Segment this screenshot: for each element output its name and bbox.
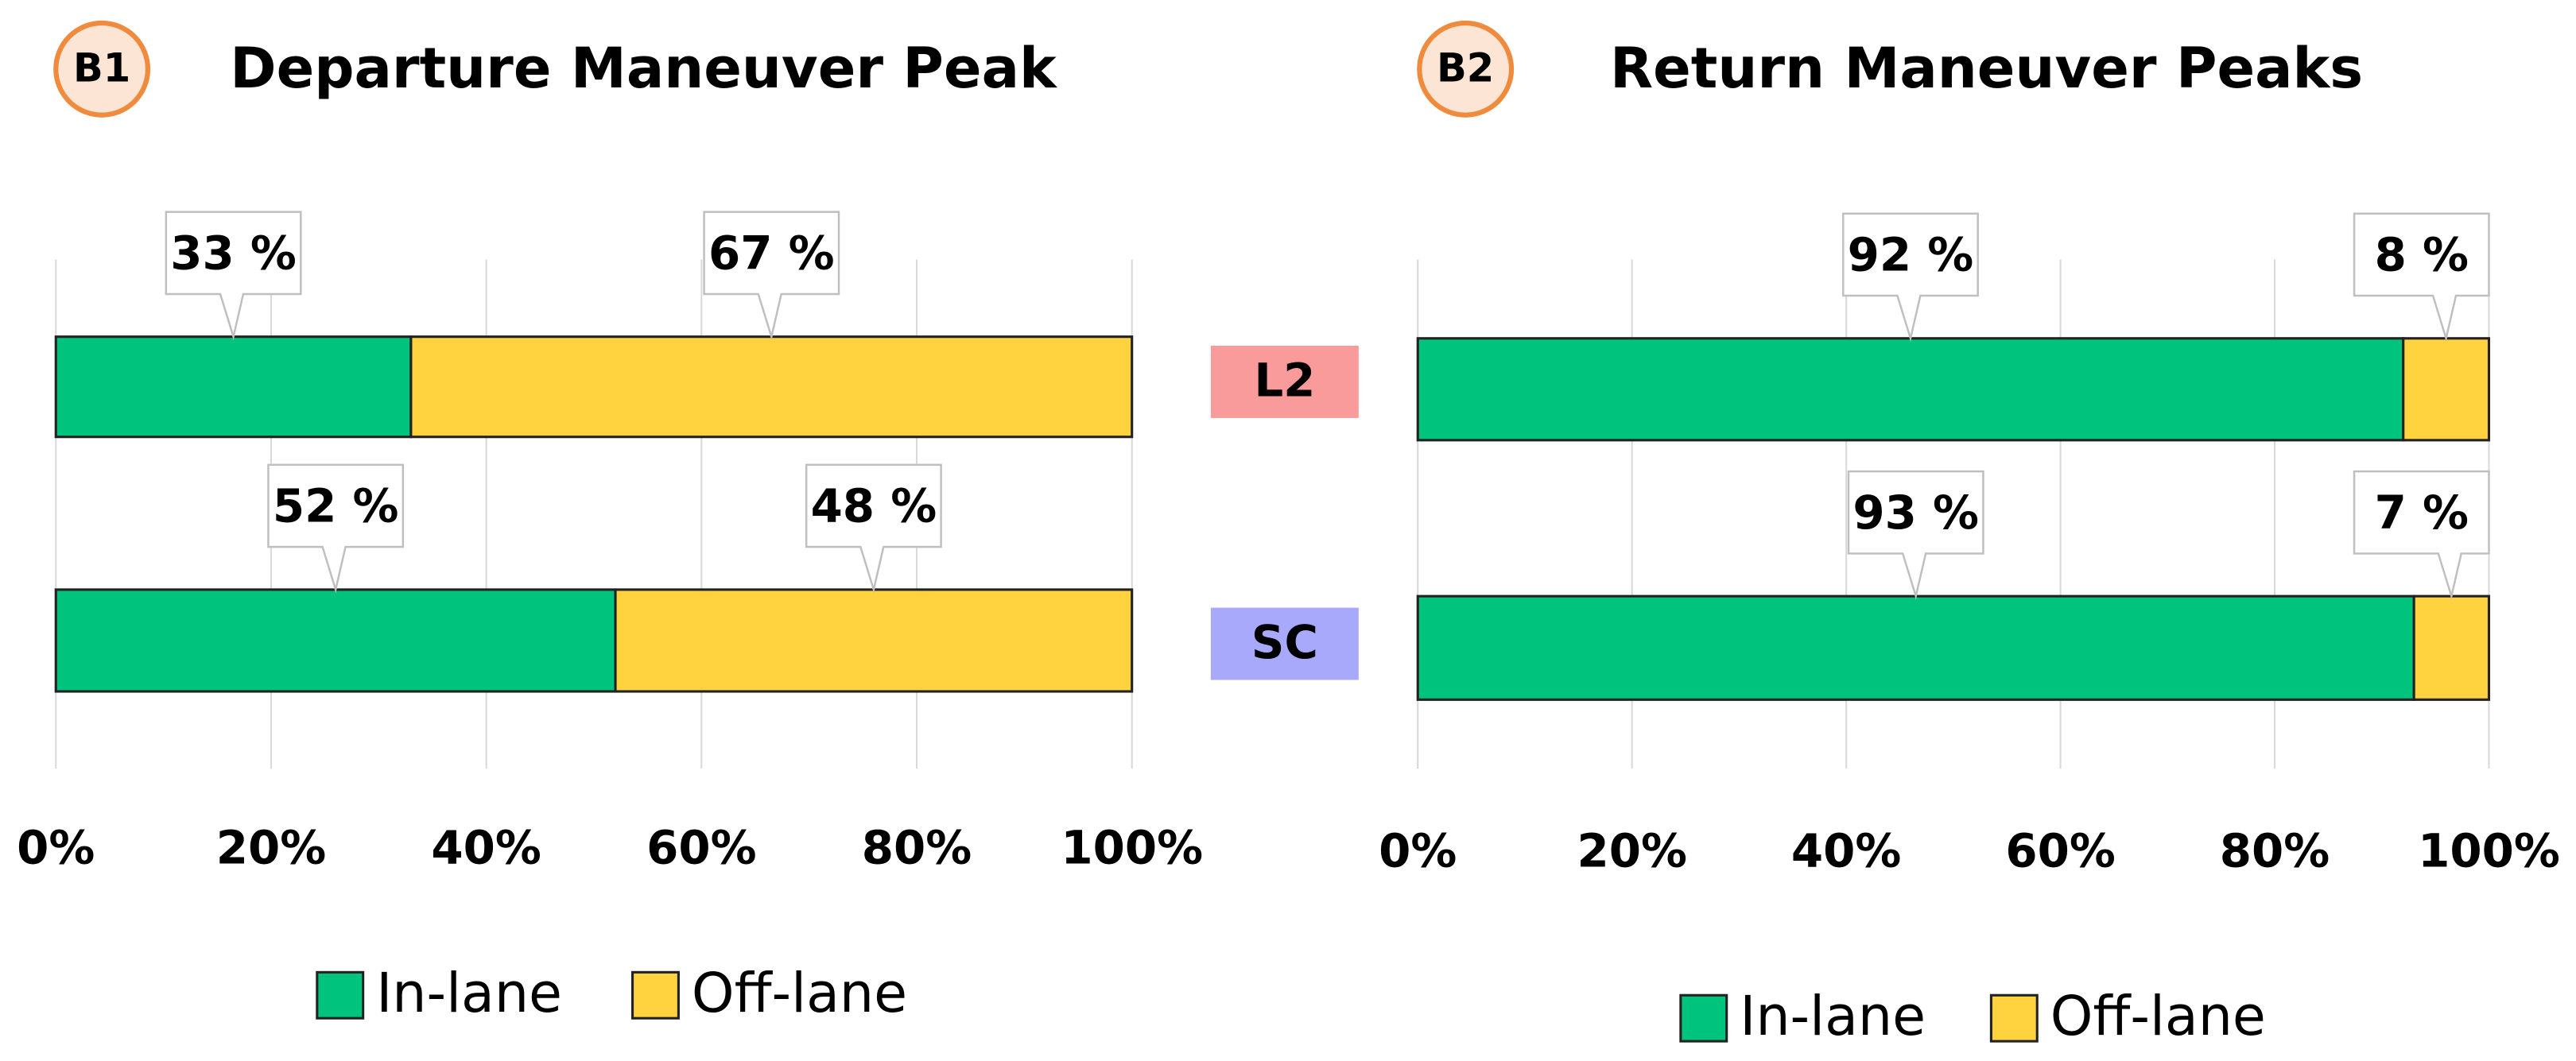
x-tick-label: 80% xyxy=(862,821,972,875)
x-tick-label: 100% xyxy=(2418,824,2560,878)
callout-box xyxy=(805,463,942,594)
category-label: SC xyxy=(1251,615,1318,669)
callout-box xyxy=(1847,470,1984,600)
legend-label: In-lane xyxy=(376,962,562,1025)
x-tick-label: 0% xyxy=(1379,824,1457,878)
legend-label: Off-lane xyxy=(2050,985,2266,1048)
bar-segment xyxy=(1416,594,2415,701)
chart-title: Departure Maneuver Peak xyxy=(230,36,1058,101)
callout-box xyxy=(165,211,302,341)
legend-swatch xyxy=(630,970,680,1020)
data-label: 7 % xyxy=(2375,486,2469,540)
legend-swatch xyxy=(1679,993,1728,1043)
data-label: 92 % xyxy=(1848,228,1974,282)
category-tag xyxy=(1210,346,1359,418)
legend-label: In-lane xyxy=(1740,985,1926,1048)
data-label: 93 % xyxy=(1852,486,1979,540)
category-tag xyxy=(1210,607,1359,680)
data-callout: 93 % xyxy=(1847,470,1984,600)
x-tick-label: 20% xyxy=(216,821,326,875)
bar-segment xyxy=(54,588,617,693)
data-callout: 52 % xyxy=(267,463,405,594)
x-tick-label: 80% xyxy=(2220,824,2330,878)
x-tick-label: 0% xyxy=(17,821,95,875)
x-tick-label: 40% xyxy=(1791,824,1901,878)
bar-segment xyxy=(1416,337,2405,442)
panel-label: B1 xyxy=(73,45,130,91)
callout-box xyxy=(703,211,840,341)
data-callout: 33 % xyxy=(165,211,302,341)
chart-title: Return Maneuver Peaks xyxy=(1610,36,2363,101)
category-label: L2 xyxy=(1254,354,1315,408)
bar-segment xyxy=(2412,594,2491,701)
panel-badge xyxy=(53,20,151,118)
callout-box xyxy=(2353,212,2490,343)
x-tick-label: 100% xyxy=(1061,821,1203,875)
panel-label: B2 xyxy=(1437,45,1494,91)
bar-segment xyxy=(614,588,1134,693)
data-callout: 67 % xyxy=(703,211,840,341)
x-tick-label: 40% xyxy=(431,821,541,875)
data-label: 52 % xyxy=(273,479,399,533)
data-label: 33 % xyxy=(170,227,297,281)
data-label: 67 % xyxy=(708,227,835,281)
x-tick-label: 60% xyxy=(646,821,756,875)
data-callout: 48 % xyxy=(805,463,942,594)
bar-segment xyxy=(54,335,413,439)
data-label: 48 % xyxy=(811,479,937,533)
data-callout: 7 % xyxy=(2353,470,2490,600)
data-callout: 8 % xyxy=(2353,212,2490,343)
legend-swatch xyxy=(1989,993,2039,1043)
data-callout: 92 % xyxy=(1842,212,1979,343)
bar-segment xyxy=(2402,337,2491,442)
legend-swatch xyxy=(316,970,365,1020)
data-label: 8 % xyxy=(2375,228,2469,282)
callout-box xyxy=(267,463,405,594)
callout-box xyxy=(2353,470,2490,600)
bar-segment xyxy=(409,335,1134,439)
x-tick-label: 20% xyxy=(1577,824,1686,878)
x-tick-label: 60% xyxy=(2005,824,2115,878)
callout-box xyxy=(1842,212,1979,343)
legend-label: Off-lane xyxy=(692,962,907,1025)
panel-badge xyxy=(1417,20,1515,118)
